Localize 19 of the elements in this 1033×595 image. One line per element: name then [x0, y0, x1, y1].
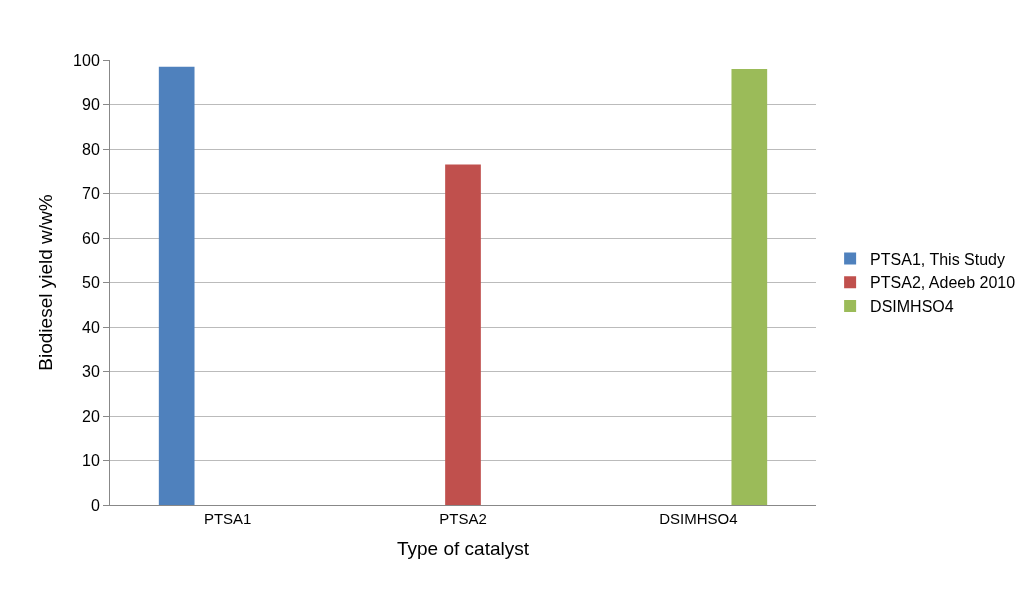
- y-tick-label: 40: [82, 318, 100, 336]
- y-tick-label: 100: [73, 51, 100, 69]
- legend-label: DSIMHSO4: [870, 298, 954, 316]
- y-tick-label: 70: [82, 185, 100, 203]
- x-tick-label: PTSA2: [439, 510, 487, 527]
- legend-label: PTSA2, Adeeb 2010: [870, 274, 1016, 292]
- y-tick-label: 90: [82, 96, 100, 114]
- x-tick-label: PTSA1: [203, 510, 252, 527]
- y-axis-title: Biodiesel yield w/w%: [34, 194, 56, 371]
- y-tick-label: 60: [82, 229, 100, 247]
- x-tick-label: DSIMHSO4: [659, 510, 738, 527]
- y-tick-label: 10: [82, 452, 100, 470]
- y-tick-label: 0: [90, 496, 100, 514]
- legend-label: PTSA1, This Study: [870, 250, 1005, 268]
- y-tick-label: 30: [82, 363, 100, 381]
- y-tick-label: 20: [82, 407, 100, 425]
- y-tick-label: 50: [82, 274, 100, 292]
- y-tick-label: 80: [82, 140, 100, 158]
- x-axis-title: Type of catalyst: [396, 537, 530, 559]
